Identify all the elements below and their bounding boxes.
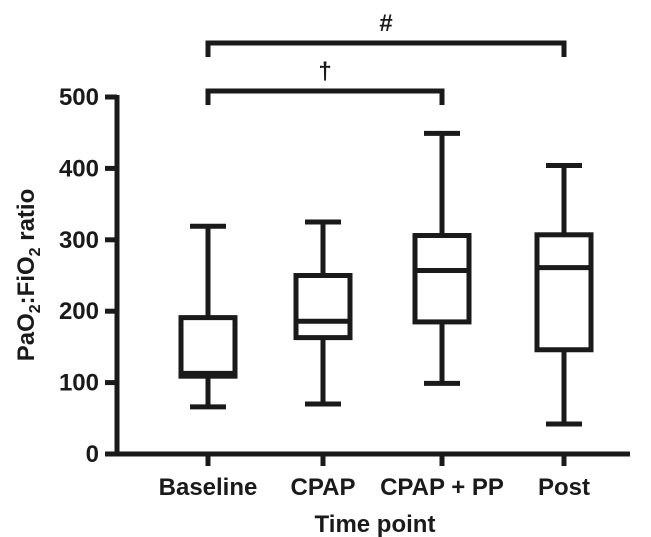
x-category-label: CPAP [291, 474, 356, 501]
y-axis-title: PaO2:FiO2 ratio [13, 189, 44, 362]
box-2 [293, 219, 353, 407]
y-axis: 0 100 200 300 400 500 [59, 84, 120, 468]
significance-bracket-2: # [205, 10, 567, 57]
significance-bracket-1: † [205, 58, 445, 105]
iqr-box [293, 273, 353, 341]
y-title-sub-2: 2 [27, 247, 44, 256]
x-axis-title: Time point [315, 511, 436, 537]
box-1 [178, 223, 238, 410]
y-tick-label: 0 [86, 441, 99, 468]
significance-label: † [318, 58, 331, 85]
y-title-sub-1: 2 [27, 304, 44, 313]
significance-brackets: †# [205, 10, 567, 105]
boxes [178, 130, 594, 427]
x-axis: Baseline CPAP CPAP + PP Post [114, 451, 630, 501]
box-3 [412, 130, 472, 386]
y-tick-label: 400 [59, 155, 99, 182]
y-title-part-a: PaO [13, 313, 40, 361]
box-4 [534, 163, 594, 427]
y-tick-label: 100 [59, 370, 99, 397]
iqr-box [412, 233, 472, 325]
y-title-part-c: ratio [13, 189, 40, 248]
y-tick-label: 300 [59, 227, 99, 254]
y-title-part-b: :FiO [13, 256, 40, 304]
iqr-box [178, 315, 238, 379]
x-category-label: Post [538, 474, 590, 501]
y-tick-label: 200 [59, 298, 99, 325]
bracket-line [205, 88, 445, 105]
iqr-box [534, 232, 594, 353]
significance-label: # [379, 10, 392, 37]
bracket-line [205, 40, 567, 57]
y-tick-label: 500 [59, 84, 99, 111]
x-category-label: Baseline [159, 474, 258, 501]
x-category-label: CPAP + PP [380, 474, 504, 501]
